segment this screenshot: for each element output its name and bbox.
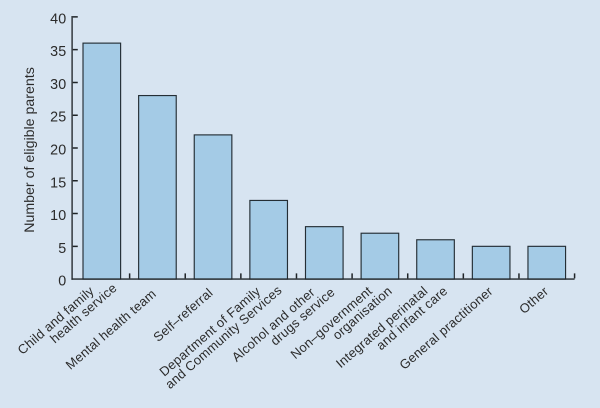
svg-text:0: 0 <box>58 274 66 290</box>
svg-text:30: 30 <box>50 77 66 93</box>
svg-text:15: 15 <box>50 175 66 191</box>
svg-text:5: 5 <box>58 241 66 257</box>
svg-text:25: 25 <box>50 110 66 126</box>
svg-text:40: 40 <box>50 11 66 27</box>
svg-text:10: 10 <box>50 208 66 224</box>
svg-text:35: 35 <box>50 44 66 60</box>
svg-text:Number of eligible parents: Number of eligible parents <box>22 67 38 233</box>
svg-text:20: 20 <box>50 143 66 159</box>
